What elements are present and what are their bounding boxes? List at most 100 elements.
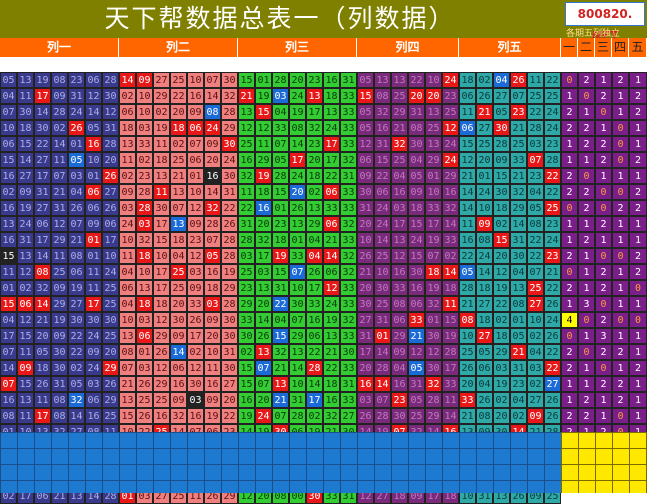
grid-cell: 19 [255, 168, 272, 184]
grid-cell: 30 [51, 360, 68, 376]
column-header-4[interactable]: 列四 [357, 38, 459, 57]
grid-cell: 25 [527, 88, 544, 104]
grid-cell: 04 [119, 296, 136, 312]
grid-cell: 32 [391, 136, 408, 152]
grid-cell: 15 [0, 152, 17, 168]
grid-cell: 29 [153, 88, 170, 104]
grid-cell: 14 [68, 408, 85, 424]
grid-cell: 14 [323, 248, 340, 264]
grid-cell: 1 [595, 72, 612, 88]
column-header-3[interactable]: 列三 [238, 38, 357, 57]
grid-cell: 07 [510, 88, 527, 104]
grid-cell: 03 [136, 216, 153, 232]
grid-cell: 17 [306, 392, 323, 408]
grid-cell: 33 [459, 392, 476, 408]
grid-cell: 23 [306, 72, 323, 88]
grid-cell: 1 [629, 120, 647, 136]
grid-cell: 1 [578, 152, 595, 168]
grid-cell: 1 [561, 376, 578, 392]
grid-cell: 09 [17, 360, 34, 376]
grid-cell: 19 [442, 328, 459, 344]
grid-cell: 12 [17, 312, 34, 328]
grid-cell: 33 [136, 136, 153, 152]
grid-cell: 12 [238, 120, 255, 136]
grid-cell: 14 [459, 184, 476, 200]
grid-cell: 2 [595, 264, 612, 280]
grid-cell: 14 [34, 248, 51, 264]
summary-header-2[interactable]: 二 [578, 38, 595, 57]
grid-cell: 2 [561, 168, 578, 184]
grid-cell: 01 [272, 200, 289, 216]
grid-cell: 24 [323, 296, 340, 312]
grid-cell: 23 [544, 248, 561, 264]
grid-cell: 30 [391, 408, 408, 424]
grid-cell: 30 [493, 120, 510, 136]
grid-cell: 3 [578, 296, 595, 312]
grid-cell: 2 [561, 360, 578, 376]
grid-cell: 2 [612, 200, 629, 216]
grid-cell: 02 [493, 392, 510, 408]
grid-cell: 2 [595, 88, 612, 104]
grid-cell: 1 [595, 168, 612, 184]
summary-header-5[interactable]: 五 [629, 38, 647, 57]
grid-cell: 05 [408, 392, 425, 408]
grid-cell: 33 [272, 120, 289, 136]
grid-cell: 14 [204, 88, 221, 104]
summary-header-4[interactable]: 四 [612, 38, 629, 57]
grid-cell: 08 [391, 296, 408, 312]
grid-cell: 03 [272, 88, 289, 104]
grid-cell: 10 [527, 312, 544, 328]
grid-cell: 13 [17, 72, 34, 88]
grid-cell: 21 [34, 312, 51, 328]
grid-cell: 16 [323, 392, 340, 408]
grid-cell: 16 [170, 376, 187, 392]
grid-cell: 23 [68, 72, 85, 88]
grid-cell: 30 [493, 184, 510, 200]
grid-cell: 02 [442, 248, 459, 264]
grid-cell: 16 [204, 264, 221, 280]
grid-cell: 15 [238, 376, 255, 392]
grid-cell: 09 [85, 344, 102, 360]
summary-header-3[interactable]: 三 [595, 38, 612, 57]
grid-cell: 25 [170, 72, 187, 88]
grid-cell: 02 [170, 136, 187, 152]
grid-cell: 06 [391, 312, 408, 328]
grid-cell: 27 [476, 120, 493, 136]
grid-cell: 13 [289, 216, 306, 232]
grid-cell: 2 [595, 344, 612, 360]
grid-cell: 26 [136, 408, 153, 424]
summary-header-1[interactable]: 一 [561, 38, 578, 57]
grid-cell: 33 [442, 376, 459, 392]
grid-cell: 09 [51, 280, 68, 296]
grid-cell: 21 [408, 328, 425, 344]
column-header-5[interactable]: 列五 [459, 38, 561, 57]
grid-cell: 22 [68, 328, 85, 344]
grid-cell: 1 [561, 152, 578, 168]
grid-cell: 32 [238, 168, 255, 184]
grid-cell: 13 [119, 392, 136, 408]
grid-cell: 05 [204, 248, 221, 264]
grid-cell: 19 [68, 280, 85, 296]
grid-cell: 13 [170, 216, 187, 232]
grid-cell: 09 [136, 72, 153, 88]
grid-cell: 02 [119, 168, 136, 184]
grid-cell: 30 [340, 344, 357, 360]
column-header-1[interactable]: 列一 [0, 38, 119, 57]
grid-cell: 27 [476, 296, 493, 312]
grid-cell: 12 [153, 360, 170, 376]
grid-cell: 0 [578, 312, 595, 328]
grid-cell: 18 [204, 280, 221, 296]
grid-cell: 17 [0, 328, 17, 344]
grid-cell: 14 [476, 264, 493, 280]
grid-cell: 31 [51, 200, 68, 216]
grid-cell: 28 [374, 360, 391, 376]
grid-cell: 29 [510, 200, 527, 216]
grid-cell: 30 [221, 168, 238, 184]
grid-cell: 03 [357, 392, 374, 408]
grid-cell: 18 [425, 264, 442, 280]
grid-cell: 19 [153, 120, 170, 136]
grid-cell: 24 [544, 104, 561, 120]
grid-cell: 10 [136, 88, 153, 104]
grid-cell: 13 [510, 280, 527, 296]
column-header-2[interactable]: 列二 [119, 38, 238, 57]
